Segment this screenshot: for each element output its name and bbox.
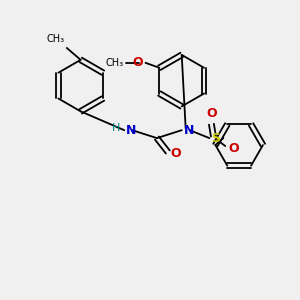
Text: S: S bbox=[212, 132, 220, 145]
Text: H: H bbox=[112, 123, 120, 133]
Text: CH₃: CH₃ bbox=[47, 34, 65, 44]
Text: O: O bbox=[171, 148, 182, 160]
Text: CH₃: CH₃ bbox=[106, 58, 124, 68]
Text: N: N bbox=[126, 124, 136, 137]
Text: O: O bbox=[132, 56, 142, 69]
Text: O: O bbox=[228, 142, 239, 154]
Text: O: O bbox=[206, 107, 217, 120]
Text: N: N bbox=[184, 124, 194, 137]
